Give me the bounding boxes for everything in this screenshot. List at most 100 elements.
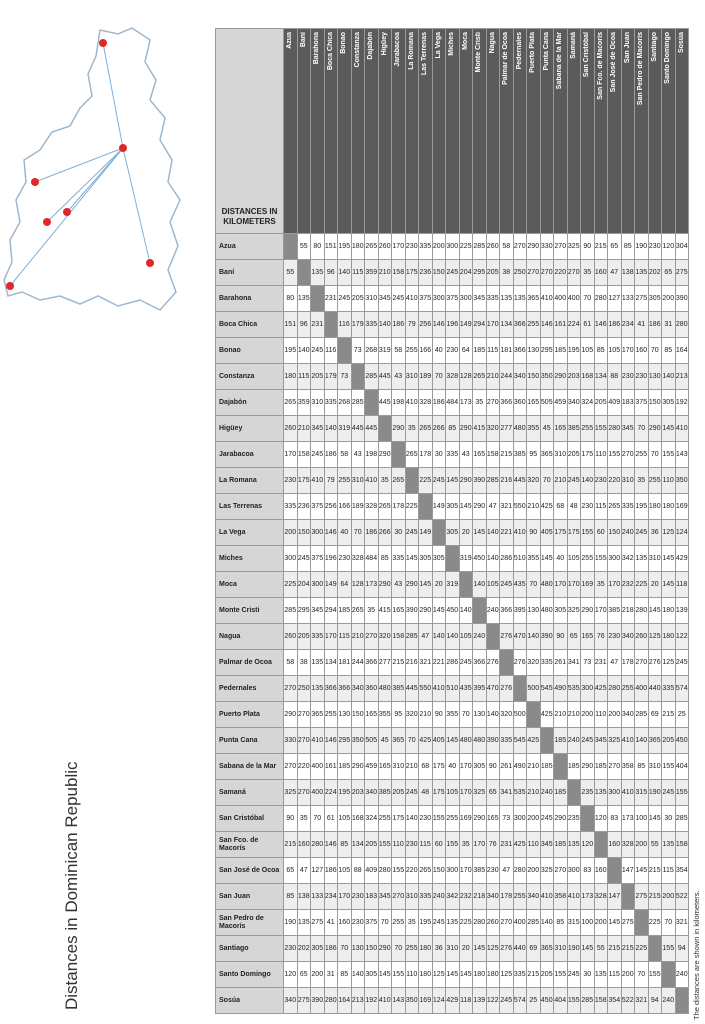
distance-cell: 204 [458,259,473,286]
distance-cell: 220 [404,857,419,884]
distance-cell: 345 [310,415,325,442]
distance-cell: 175 [553,519,568,546]
distance-cell: 276 [499,675,514,702]
column-header: La Romana [404,28,419,234]
column-header: Pedernales [512,28,527,234]
distance-cell: 255 [647,467,662,494]
distance-cell: 145 [661,545,676,572]
distance-cell [647,935,662,962]
distance-cell: 435 [458,675,473,702]
table-row: Azua 55 80 151 195 180 265 260 170 230 335 200 300 22… [215,233,689,260]
distance-cell: 290 [350,753,365,780]
distance-cell: 325 [283,779,298,806]
distance-cell [418,493,433,520]
distance-cell: 410 [431,675,446,702]
distance-cell [499,649,514,676]
distance-cell: 195 [337,233,352,260]
distance-cell: 150 [526,363,541,390]
table-row: Monte Cristi 285 295 345 294 185 265 35 415 165 39… [215,597,689,624]
distance-cell [485,623,500,650]
distance-cell: 265 [350,597,365,624]
column-header: Puerto Plata [526,28,541,234]
distance-cell: 100 [580,909,595,936]
distance-cell: 110 [661,467,676,494]
distance-cell: 85 [593,337,608,364]
distance-cell: 276 [499,623,514,650]
distance-cell: 105 [485,571,500,598]
distance-cell: 375 [445,285,460,312]
distance-cell: 484 [445,389,460,416]
distance-cell: 173 [620,805,635,832]
distance-cell: 143 [674,441,689,468]
distance-cell: 218 [472,883,487,910]
distance-cell: 205 [566,441,581,468]
column-header-text: Las Terrenas [421,32,429,76]
distance-cell: 55 [647,831,662,858]
distance-cell: 366 [323,675,338,702]
distance-cell: 41 [634,311,649,338]
distance-cell: 305 [647,285,662,312]
distance-cell: 342 [620,545,635,572]
row-label: Monte Cristi [215,597,284,624]
distance-cell: 290 [404,571,419,598]
distance-cell: 245 [566,961,581,988]
distance-cell: 149 [418,519,433,546]
distance-cell: 268 [337,389,352,416]
distance-cell: 180 [661,597,676,624]
distance-cell: 275 [634,883,649,910]
distance-cell: 195 [337,779,352,806]
distance-cell: 140 [634,727,649,754]
distance-cell: 340 [364,779,379,806]
distance-cell: 115 [350,259,365,286]
column-header: Palmar de Ocoa [499,28,514,234]
distance-cell: 180 [283,363,298,390]
distance-cell: 186 [647,311,662,338]
distance-cell: 165 [553,415,568,442]
distance-cell: 130 [526,597,541,624]
distance-cell: 328 [364,493,379,520]
distance-cell: 366 [472,649,487,676]
route-lines [9,42,151,287]
column-header: Santo Domingo [661,28,676,234]
distance-cell: 320 [377,623,392,650]
distance-cell: 173 [458,389,473,416]
distance-cell: 161 [553,311,568,338]
distance-cell: 110 [593,441,608,468]
column-header-text: Constanza [353,32,361,68]
city-dot [43,218,51,226]
distance-cell: 358 [620,753,635,780]
distance-cell: 300 [445,857,460,884]
distance-cell: 186 [607,311,622,338]
table-row: Santiago 230 202 305 186 70 130 150 290 70 255 180 3… [215,935,689,962]
distance-cell: 320 [526,467,541,494]
distance-cell: 295 [472,259,487,286]
distance-cell: 160 [296,831,311,858]
distance-cell: 185 [539,753,554,780]
distance-cell: 155 [553,961,568,988]
city-dot [99,39,107,47]
column-header: Sabana de la Mar [553,28,568,234]
distance-cell: 31 [323,961,338,988]
table-row: Jarabacoa 170 158 245 186 58 43 198 290 265 178 30 3… [215,441,689,468]
distance-cell: 79 [404,311,419,338]
distance-cell: 210 [526,493,541,520]
distance-cell: 90 [553,623,568,650]
distance-cell: 125 [661,649,676,676]
distance-cell: 155 [580,519,595,546]
distance-cell [674,987,689,1014]
row-label: La Romana [215,467,284,494]
distance-cell: 140 [323,415,338,442]
distance-cell: 135 [310,649,325,676]
distance-cell: 310 [445,935,460,962]
distance-cell: 225 [283,571,298,598]
distance-cell: 305 [431,545,446,572]
distance-cell: 85 [283,883,298,910]
distance-cell: 145 [458,493,473,520]
distance-cell: 169 [458,805,473,832]
distance-cell: 20 [458,935,473,962]
distance-cell: 145 [404,545,419,572]
distance-cell: 205 [391,779,406,806]
distance-cell: 149 [323,571,338,598]
column-header-text: La Romana [407,32,415,70]
distance-cell: 135 [512,285,527,312]
